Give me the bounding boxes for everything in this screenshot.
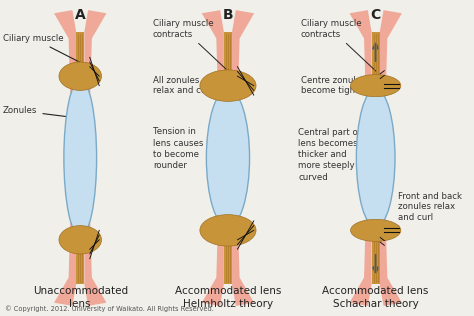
Ellipse shape <box>64 79 97 237</box>
Ellipse shape <box>356 89 395 227</box>
Text: Centre zonules
become tight: Centre zonules become tight <box>301 76 391 95</box>
Polygon shape <box>84 10 107 306</box>
Text: Accommodated lens
Helmholtz theory: Accommodated lens Helmholtz theory <box>175 286 281 309</box>
Ellipse shape <box>206 89 249 227</box>
Text: Zonules: Zonules <box>3 106 93 120</box>
Polygon shape <box>202 10 225 306</box>
Ellipse shape <box>59 62 101 90</box>
Bar <box>76 32 84 284</box>
Polygon shape <box>349 10 372 306</box>
Polygon shape <box>54 10 77 306</box>
Ellipse shape <box>200 70 256 101</box>
Ellipse shape <box>200 215 256 246</box>
Text: Tension in
lens causes it
to become
rounder: Tension in lens causes it to become roun… <box>153 127 212 170</box>
Ellipse shape <box>351 219 401 241</box>
Polygon shape <box>231 10 254 306</box>
Bar <box>372 32 380 284</box>
Text: Ciliary muscle
contracts: Ciliary muscle contracts <box>301 19 376 71</box>
Text: Ciliary muscle: Ciliary muscle <box>3 34 80 62</box>
Ellipse shape <box>59 226 101 254</box>
Text: A: A <box>75 8 86 22</box>
Bar <box>224 32 232 284</box>
Text: Front and back
zonules relax
and curl: Front and back zonules relax and curl <box>396 192 463 227</box>
Text: All zonules
relax and curl: All zonules relax and curl <box>153 76 243 95</box>
Text: C: C <box>371 8 381 22</box>
Ellipse shape <box>351 75 401 97</box>
Text: Ciliary muscle
contracts: Ciliary muscle contracts <box>153 19 228 71</box>
Text: Accommodated lens
Schachar theory: Accommodated lens Schachar theory <box>322 286 429 309</box>
Text: © Copyright. 2012. University of Waikato. All Rights Reserved.: © Copyright. 2012. University of Waikato… <box>5 305 214 312</box>
Text: B: B <box>223 8 233 22</box>
Text: Central part of
lens becomes
thicker and
more steeply
curved: Central part of lens becomes thicker and… <box>299 128 361 182</box>
Text: Unaccommodated
lens: Unaccommodated lens <box>33 286 128 309</box>
Polygon shape <box>379 10 402 306</box>
